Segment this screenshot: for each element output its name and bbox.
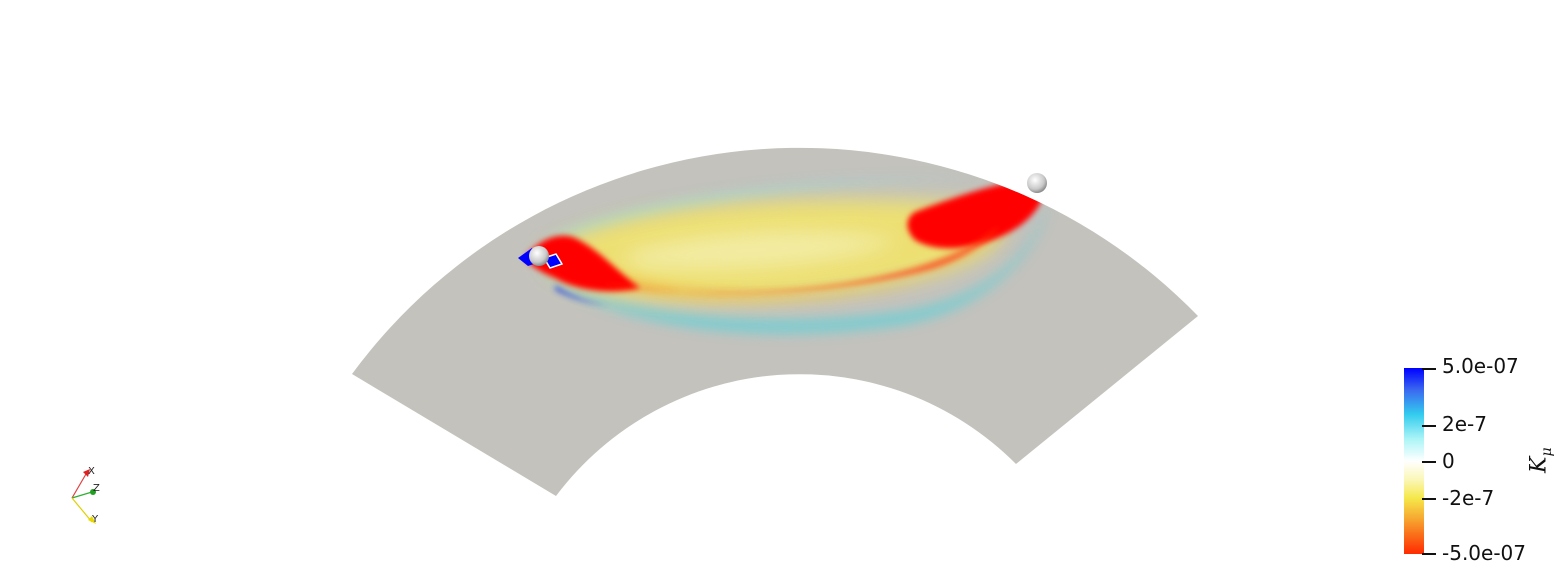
colorbar-title-subscript: μ xyxy=(1538,447,1555,457)
kernel-halo-positive-upper xyxy=(545,179,1000,245)
y-axis-arrow xyxy=(88,516,96,524)
colorbar-tick-min xyxy=(1422,553,1436,555)
z-axis-arrow xyxy=(90,489,96,495)
x-axis-arrow xyxy=(83,469,90,477)
colorbar-label-max: 5.0e-07 xyxy=(1442,354,1519,378)
colorbar-tick-mid-high xyxy=(1422,425,1436,427)
z-axis-label: Z xyxy=(93,483,100,494)
x-axis-line xyxy=(71,473,87,499)
orientation-axes[interactable]: X Z Y xyxy=(62,462,106,528)
colorbar-tick-zero xyxy=(1422,461,1436,463)
colorbar-label-zero: 0 xyxy=(1442,449,1455,473)
colorbar-title: Kμ xyxy=(1527,447,1555,473)
colorbar xyxy=(1404,368,1424,554)
z-axis-line xyxy=(71,491,93,499)
source-sphere[interactable] xyxy=(529,246,549,266)
colorbar-tick-max xyxy=(1422,368,1436,370)
kernel-red-source-side xyxy=(525,235,640,292)
kernel-red-lower-streak xyxy=(600,225,1000,294)
receiver-sphere[interactable] xyxy=(1027,173,1047,193)
colorbar-label-mid-high: 2e-7 xyxy=(1442,412,1487,436)
kernel-blue-patch-right xyxy=(998,170,1030,182)
colorbar-title-symbol: K xyxy=(1526,456,1552,473)
kernel-blue-streak-lower xyxy=(555,285,610,305)
y-axis-label: Y xyxy=(91,514,99,525)
colorbar-label-mid-low: -2e-7 xyxy=(1442,486,1495,510)
kernel-body-center xyxy=(620,231,900,270)
x-axis-label: X xyxy=(88,466,95,477)
colorbar-label-min: -5.0e-07 xyxy=(1442,541,1526,565)
kernel-red-receiver-side xyxy=(907,179,1044,249)
y-axis-line xyxy=(71,497,93,523)
colorbar-tick-mid-low xyxy=(1422,498,1436,500)
